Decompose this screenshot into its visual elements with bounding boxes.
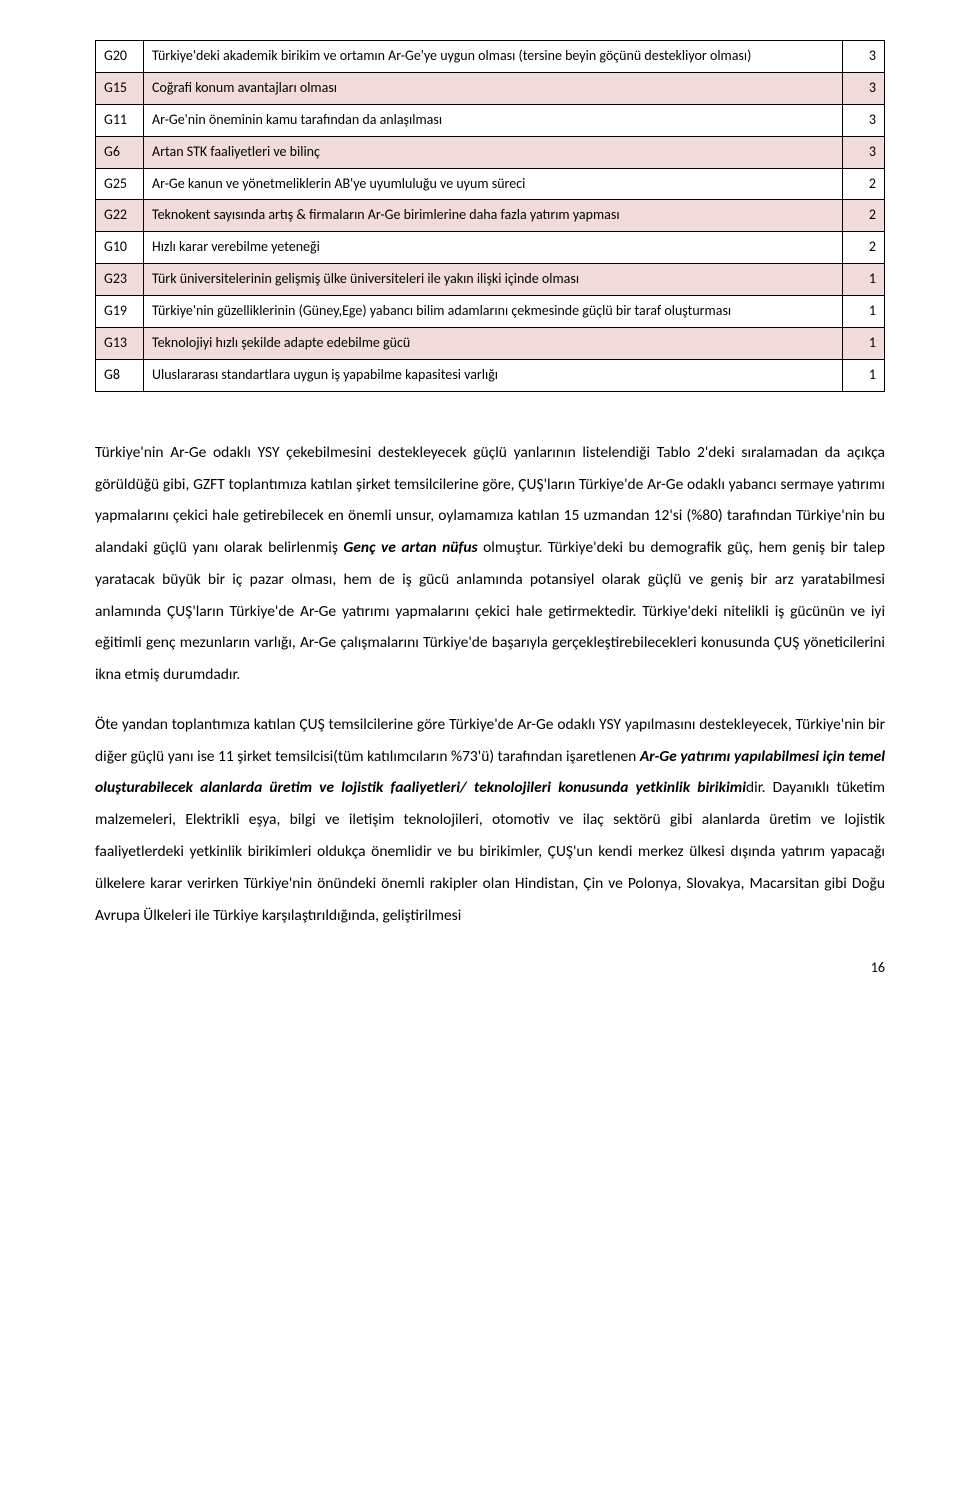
row-code: G19 bbox=[96, 296, 144, 328]
row-value: 1 bbox=[843, 359, 885, 391]
row-code: G20 bbox=[96, 41, 144, 73]
table-row: G13Teknolojiyi hızlı şekilde adapte edeb… bbox=[96, 328, 885, 360]
row-value: 1 bbox=[843, 328, 885, 360]
page-number: 16 bbox=[95, 959, 885, 976]
p2-b: dir. Dayanıklı tüketim malzemeleri, Elek… bbox=[95, 778, 885, 924]
row-value: 1 bbox=[843, 296, 885, 328]
row-code: G8 bbox=[96, 359, 144, 391]
row-code: G10 bbox=[96, 232, 144, 264]
row-value: 2 bbox=[843, 168, 885, 200]
table-row: G15Coğrafi konum avantajları olması3 bbox=[96, 72, 885, 104]
table-row: G25Ar-Ge kanun ve yönetmeliklerin AB'ye … bbox=[96, 168, 885, 200]
body-text: Türkiye'nin Ar-Ge odaklı YSY çekebilmesi… bbox=[95, 437, 885, 931]
row-text: Teknokent sayısında artış & firmaların A… bbox=[144, 200, 843, 232]
table-row: G8Uluslararası standartlara uygun iş yap… bbox=[96, 359, 885, 391]
row-text: Uluslararası standartlara uygun iş yapab… bbox=[144, 359, 843, 391]
swot-table: G20Türkiye'deki akademik birikim ve orta… bbox=[95, 40, 885, 392]
table-row: G11Ar-Ge'nin öneminin kamu tarafından da… bbox=[96, 104, 885, 136]
table-row: G6Artan STK faaliyetleri ve bilinç3 bbox=[96, 136, 885, 168]
row-code: G6 bbox=[96, 136, 144, 168]
row-text: Hızlı karar verebilme yeteneği bbox=[144, 232, 843, 264]
row-text: Teknolojiyi hızlı şekilde adapte edebilm… bbox=[144, 328, 843, 360]
table-row: G20Türkiye'deki akademik birikim ve orta… bbox=[96, 41, 885, 73]
row-text: Artan STK faaliyetleri ve bilinç bbox=[144, 136, 843, 168]
row-code: G15 bbox=[96, 72, 144, 104]
row-value: 3 bbox=[843, 136, 885, 168]
row-code: G22 bbox=[96, 200, 144, 232]
row-text: Ar-Ge'nin öneminin kamu tarafından da an… bbox=[144, 104, 843, 136]
row-value: 2 bbox=[843, 232, 885, 264]
row-value: 1 bbox=[843, 264, 885, 296]
row-value: 3 bbox=[843, 72, 885, 104]
row-value: 2 bbox=[843, 200, 885, 232]
row-code: G11 bbox=[96, 104, 144, 136]
row-text: Türkiye'nin güzelliklerinin (Güney,Ege) … bbox=[144, 296, 843, 328]
p1-b: olmuştur. Türkiye'deki bu demografik güç… bbox=[95, 538, 885, 684]
row-value: 3 bbox=[843, 41, 885, 73]
row-text: Ar-Ge kanun ve yönetmeliklerin AB'ye uyu… bbox=[144, 168, 843, 200]
paragraph-1: Türkiye'nin Ar-Ge odaklı YSY çekebilmesi… bbox=[95, 437, 885, 691]
row-code: G23 bbox=[96, 264, 144, 296]
table-row: G23Türk üniversitelerinin gelişmiş ülke … bbox=[96, 264, 885, 296]
paragraph-2: Öte yandan toplantımıza katılan ÇUŞ tems… bbox=[95, 709, 885, 931]
row-text: Coğrafi konum avantajları olması bbox=[144, 72, 843, 104]
row-text: Türk üniversitelerinin gelişmiş ülke üni… bbox=[144, 264, 843, 296]
table-row: G10Hızlı karar verebilme yeteneği2 bbox=[96, 232, 885, 264]
row-value: 3 bbox=[843, 104, 885, 136]
p1-em: Genç ve artan nüfus bbox=[343, 538, 477, 557]
row-text: Türkiye'deki akademik birikim ve ortamın… bbox=[144, 41, 843, 73]
row-code: G25 bbox=[96, 168, 144, 200]
table-row: G22Teknokent sayısında artış & firmaları… bbox=[96, 200, 885, 232]
table-row: G19Türkiye'nin güzelliklerinin (Güney,Eg… bbox=[96, 296, 885, 328]
row-code: G13 bbox=[96, 328, 144, 360]
